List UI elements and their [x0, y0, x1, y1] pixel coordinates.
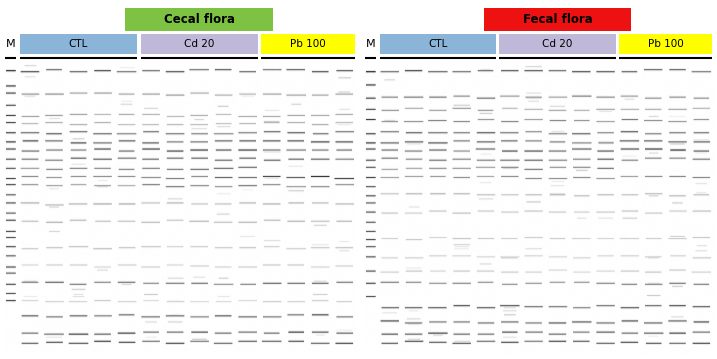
Text: Fecal flora: Fecal flora: [523, 13, 592, 26]
Text: M: M: [6, 39, 16, 49]
Bar: [500, 34, 616, 54]
Bar: [379, 34, 496, 54]
Text: Cd 20: Cd 20: [184, 39, 214, 49]
Bar: [125, 8, 273, 31]
Bar: [484, 8, 631, 31]
Text: Cd 20: Cd 20: [543, 39, 573, 49]
Text: Pb 100: Pb 100: [647, 39, 683, 49]
Bar: [20, 34, 137, 54]
Text: Cecal flora: Cecal flora: [163, 13, 234, 26]
Bar: [141, 34, 258, 54]
Text: M: M: [366, 39, 376, 49]
Bar: [619, 34, 712, 54]
Bar: [262, 34, 355, 54]
Text: Pb 100: Pb 100: [290, 39, 326, 49]
Text: CTL: CTL: [428, 39, 447, 49]
Text: CTL: CTL: [69, 39, 88, 49]
